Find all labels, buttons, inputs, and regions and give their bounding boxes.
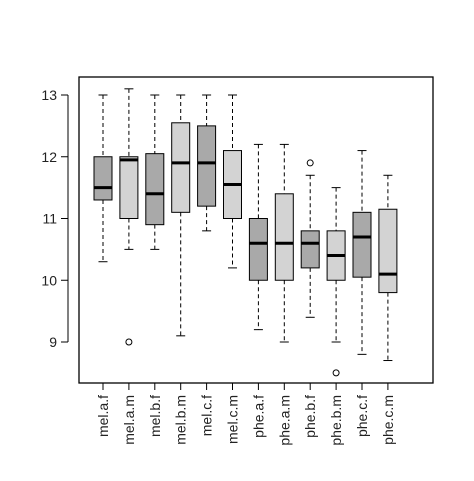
box-mel-a-f: [93, 94, 113, 263]
outlier-point: [332, 369, 340, 377]
x-tick-label: mel.b.m: [173, 395, 189, 445]
iqr-box: [378, 208, 398, 294]
iqr-box: [248, 218, 268, 281]
iqr-box: [145, 153, 165, 226]
x-tick-label: phe.b.m: [328, 395, 344, 446]
box-phe-a-m: [274, 143, 294, 343]
x-axis: mel.a.f mel.a.m mel.b.f mel.b.m mel.c.f mel.c…: [95, 383, 396, 446]
outlier-point: [125, 338, 133, 346]
iqr-box: [93, 156, 113, 201]
x-tick-label: mel.c.f: [199, 395, 215, 436]
box-mel-c-m: [223, 94, 242, 269]
box-phe-a-f: [248, 143, 268, 331]
boxes-group: [93, 88, 398, 377]
iqr-box: [352, 211, 372, 278]
box-mel-a-m: [119, 88, 139, 346]
iqr-box: [274, 193, 294, 281]
y-tick-label: 11: [42, 211, 57, 227]
iqr-box: [197, 125, 217, 207]
box-mel-b-m: [171, 94, 191, 337]
box-phe-b-f: [300, 159, 320, 318]
x-tick-label: mel.b.f: [147, 395, 163, 437]
x-tick-label: mel.c.m: [225, 395, 241, 444]
x-tick-label: phe.c.m: [380, 395, 396, 445]
box-phe-c-f: [352, 150, 372, 355]
y-tick-label: 13: [41, 87, 57, 103]
box-mel-c-f: [197, 94, 217, 232]
x-tick-label: mel.a.m: [121, 395, 137, 445]
plot-frame: [78, 76, 434, 384]
iqr-box: [171, 122, 191, 213]
y-tick-label: 10: [41, 272, 57, 288]
y-tick-label: 12: [41, 149, 57, 165]
x-tick-label: phe.a.m: [276, 395, 292, 446]
x-tick-label: phe.c.f: [354, 395, 370, 437]
box-mel-b-f: [145, 94, 165, 250]
y-axis: 9 10 11 12 13: [41, 87, 68, 350]
iqr-box: [119, 156, 139, 219]
iqr-box: [300, 230, 320, 269]
box-phe-b-m: [326, 187, 346, 377]
outlier-point: [306, 159, 314, 167]
y-tick-label: 9: [49, 334, 57, 350]
x-tick-label: phe.a.f: [250, 395, 266, 438]
x-tick-label: mel.a.f: [95, 395, 111, 437]
x-tick-label: phe.b.f: [302, 395, 318, 438]
box-phe-c-m: [378, 174, 398, 362]
